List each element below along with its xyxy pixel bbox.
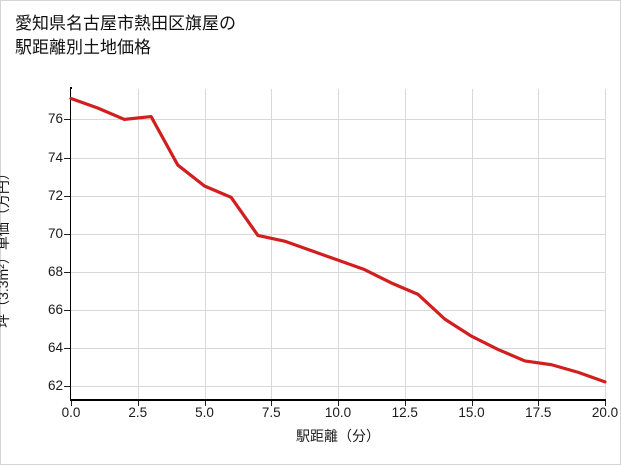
- gridline-vertical: [204, 89, 206, 399]
- x-tick-mark: [471, 401, 473, 406]
- y-tick-mark: [64, 119, 70, 121]
- x-tick-mark: [605, 401, 606, 406]
- gridline-vertical: [605, 89, 606, 399]
- x-tick-mark: [71, 401, 72, 406]
- gridline-vertical: [271, 89, 273, 399]
- y-tick-label: 74: [47, 149, 63, 165]
- x-tick-label: 15.0: [458, 405, 485, 420]
- y-tick-mark: [64, 309, 70, 311]
- x-tick-label: 20.0: [591, 405, 619, 420]
- gridline-vertical: [404, 89, 406, 399]
- y-tick-label: 70: [47, 225, 63, 241]
- chart-title: 愛知県名古屋市熱田区旗屋の 駅距離別土地価格: [15, 14, 236, 57]
- gridline-vertical: [137, 89, 139, 399]
- y-tick-mark: [64, 233, 70, 235]
- y-tick-label: 62: [47, 377, 63, 393]
- y-tick-mark: [64, 271, 70, 273]
- gridline-vertical: [471, 89, 473, 399]
- x-tick-mark: [338, 401, 339, 406]
- plot-area: [69, 89, 607, 399]
- gridline-vertical: [338, 89, 339, 399]
- price-line: [69, 96, 607, 384]
- x-tick-mark: [137, 401, 139, 406]
- x-tick-mark: [538, 401, 540, 406]
- y-tick-label: 64: [47, 339, 63, 355]
- y-tick-mark: [64, 347, 70, 349]
- x-tick-label: 17.5: [525, 405, 552, 420]
- data-line-series: [69, 96, 607, 384]
- y-tick-mark: [64, 157, 70, 159]
- x-tick-label: 5.0: [195, 405, 214, 420]
- y-tick-label: 72: [47, 187, 63, 203]
- y-tick-label: 66: [47, 301, 63, 317]
- x-tick-label: 10.0: [324, 405, 352, 420]
- y-tick-mark: [64, 195, 70, 197]
- x-tick-label: 7.5: [261, 405, 281, 420]
- y-tick-label: 76: [47, 111, 63, 127]
- x-tick-label: 12.5: [391, 405, 418, 420]
- x-tick-mark: [404, 401, 406, 406]
- y-tick-mark: [64, 385, 70, 387]
- gridline-vertical: [538, 89, 540, 399]
- x-tick-mark: [204, 401, 206, 406]
- y-tick-label: 68: [47, 263, 63, 279]
- x-tick-label: 2.5: [128, 405, 148, 420]
- y-axis-tick-labels: 62 64 66 68 70 72 74 76: [13, 1, 63, 464]
- x-tick-label: 0.0: [61, 405, 81, 420]
- x-axis-label: 駅距離（分）: [296, 428, 380, 444]
- x-tick-mark: [271, 401, 273, 406]
- x-axis-line: [70, 399, 606, 401]
